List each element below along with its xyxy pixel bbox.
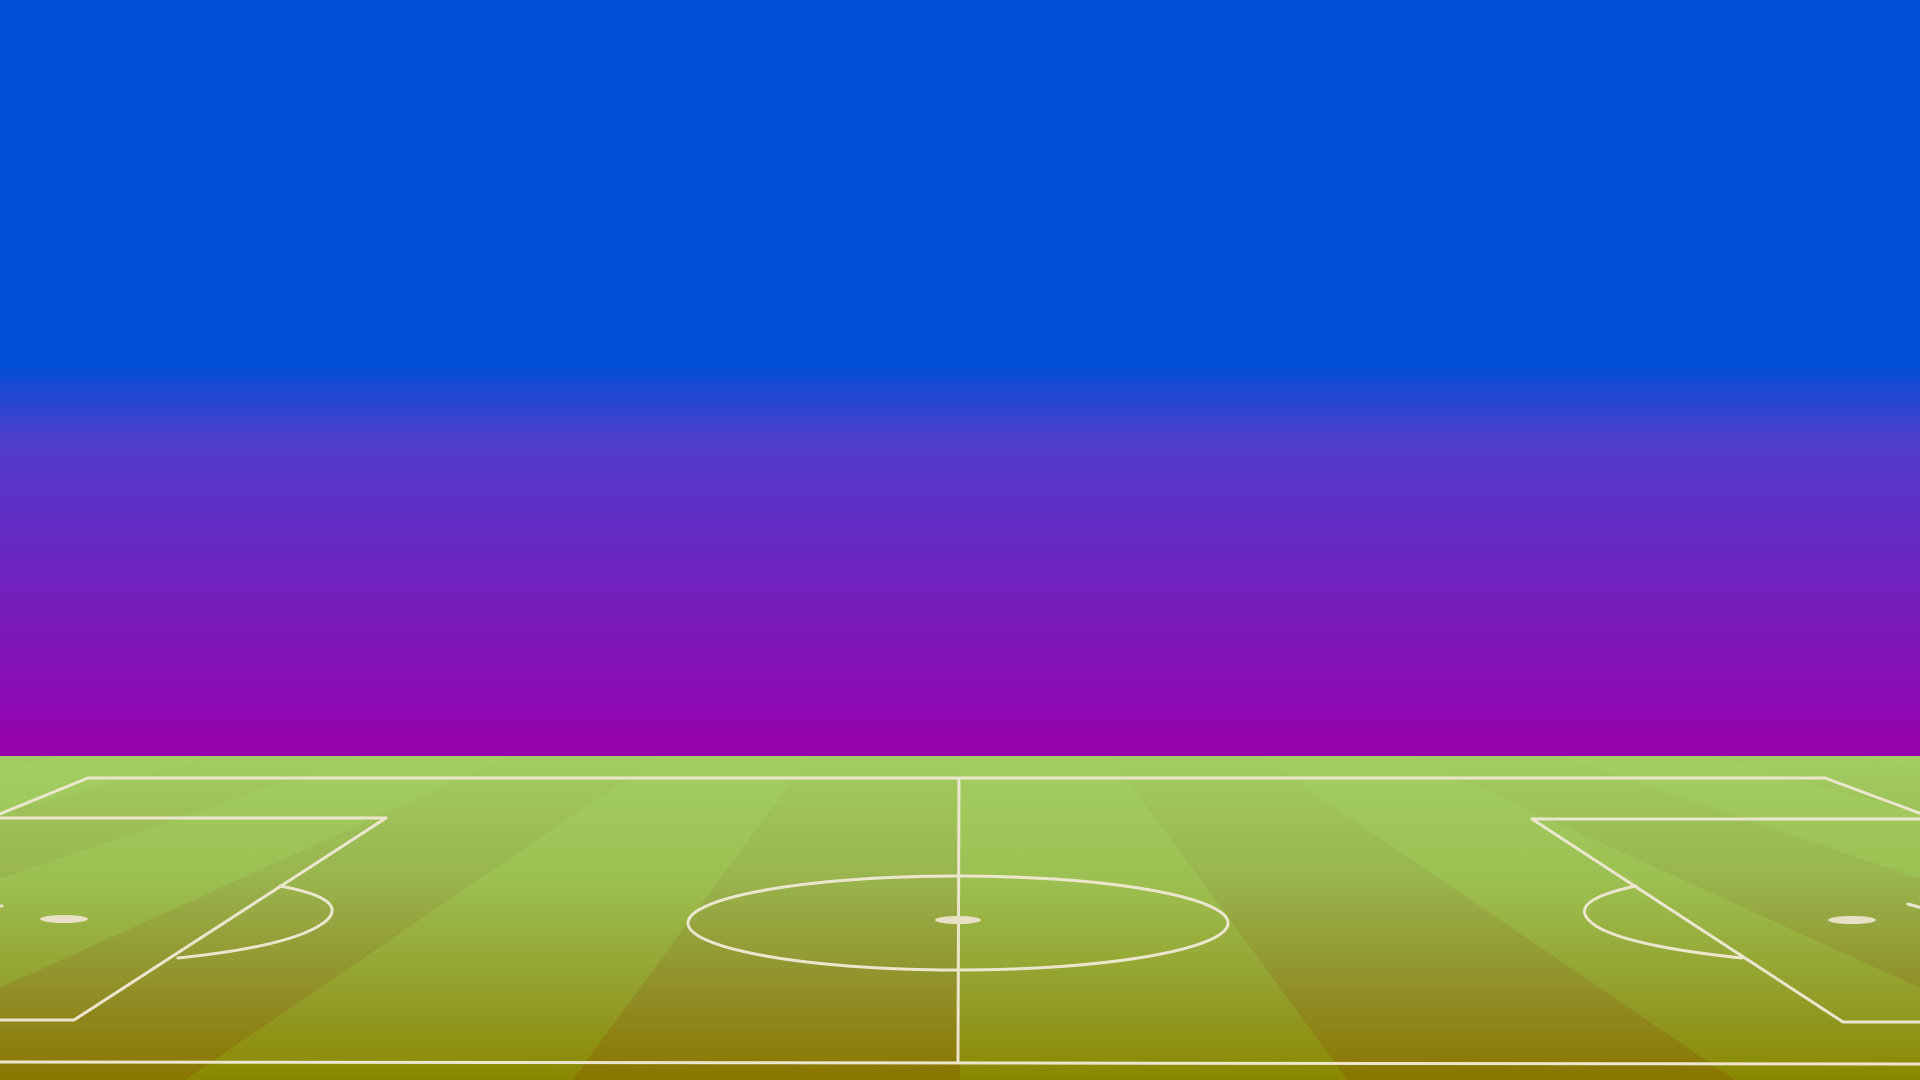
right-penalty-box [1530,817,1920,1024]
sky-backdrop [0,0,1920,758]
grass-stripe [1110,756,1735,1080]
grass-stripe [0,756,60,770]
center-circle [686,874,1230,972]
football-pitch [0,756,1920,1080]
left-penalty-box [0,816,388,1022]
grass-stripe [572,756,960,1080]
right-penalty-arc [1582,884,1744,960]
grass-stripe [1410,756,1920,988]
far-touchline [0,776,1920,816]
pitch-spots [40,915,1876,924]
left-penalty-spot [40,915,88,923]
right-penalty-spot [1828,916,1876,924]
right-goal-area-edge [1906,902,1920,909]
left-penalty-arc [176,884,334,960]
near-touchline [0,1060,1920,1066]
center-spot [935,916,981,924]
